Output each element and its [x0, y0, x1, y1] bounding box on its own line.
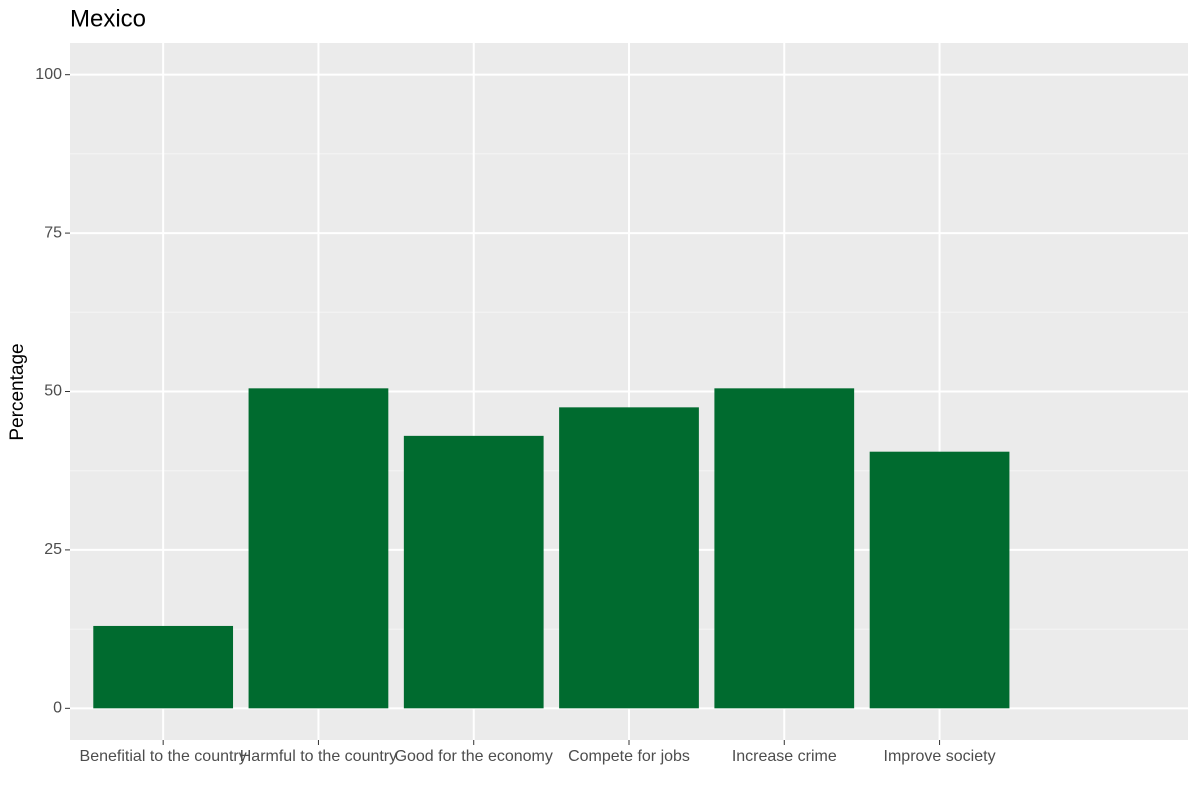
x-tick-label: Increase crime — [732, 748, 837, 765]
y-tick-label: 75 — [44, 224, 62, 241]
y-tick-label: 100 — [35, 66, 62, 83]
bar — [869, 451, 1010, 709]
x-tick-label: Compete for jobs — [568, 748, 690, 765]
y-tick-label: 0 — [53, 700, 62, 717]
bar — [559, 407, 699, 709]
x-tick-label: Benefitial to the country — [80, 748, 247, 765]
x-tick-label: Harmful to the country — [240, 748, 397, 765]
y-tick-label: 50 — [44, 383, 62, 400]
x-tick-label: Improve society — [884, 748, 996, 765]
x-tick-label: Good for the economy — [395, 748, 553, 765]
y-axis-title: Percentage — [7, 343, 28, 440]
bar — [714, 388, 855, 709]
bar — [403, 435, 544, 709]
y-tick-label: 25 — [44, 541, 62, 558]
chart-title: Mexico — [70, 5, 146, 32]
bar — [248, 388, 389, 709]
bar — [93, 625, 234, 709]
